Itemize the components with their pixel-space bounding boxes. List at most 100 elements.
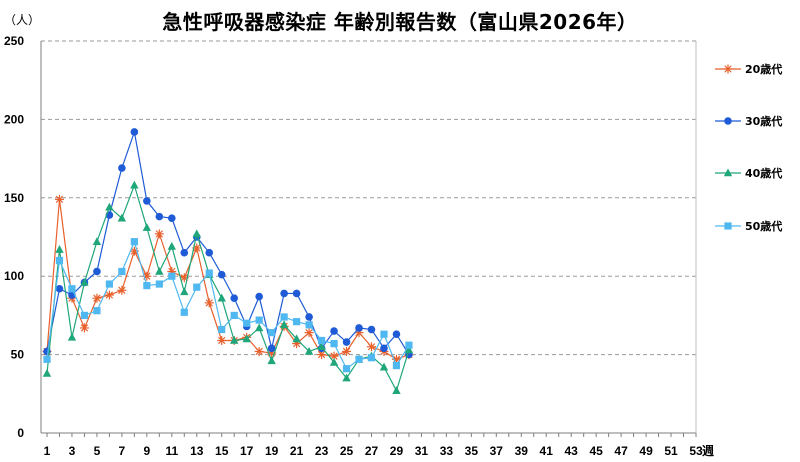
data-point xyxy=(93,307,101,315)
data-point xyxy=(192,229,201,238)
legend-label: 20歳代 xyxy=(745,62,782,76)
data-point xyxy=(255,292,263,301)
data-point xyxy=(380,344,388,353)
data-point xyxy=(54,194,64,204)
data-point xyxy=(355,324,363,332)
data-point xyxy=(204,298,214,308)
data-point xyxy=(367,342,376,352)
x-tick-label: 7 xyxy=(119,444,126,458)
x-tick-label: 21 xyxy=(290,444,304,458)
data-point xyxy=(367,354,376,362)
data-point xyxy=(155,280,163,288)
x-tick-label: 17 xyxy=(240,444,254,458)
data-point xyxy=(305,313,313,321)
x-tick-label: 5 xyxy=(94,444,101,458)
data-point xyxy=(342,346,352,356)
x-tick-label: 11 xyxy=(165,444,178,458)
y-tick-label: 0 xyxy=(17,426,24,440)
data-point xyxy=(317,336,326,345)
data-point xyxy=(168,272,176,280)
x-tick-label: 53 xyxy=(689,444,703,458)
data-point xyxy=(317,350,327,360)
data-point xyxy=(404,345,414,354)
data-point xyxy=(155,212,164,221)
data-point xyxy=(267,344,276,353)
x-tick-label: 1 xyxy=(44,444,51,458)
data-point xyxy=(217,293,226,302)
x-tick-label: 51 xyxy=(664,444,678,458)
data-point xyxy=(167,241,177,250)
legend-label: 40歳代 xyxy=(745,166,782,180)
data-point xyxy=(143,197,151,205)
x-tick-label: 49 xyxy=(639,444,653,458)
data-point xyxy=(79,323,89,333)
legend-marker xyxy=(724,222,732,230)
x-tick-label: 3 xyxy=(69,444,76,458)
y-axis-label: （人） xyxy=(4,13,40,27)
data-point xyxy=(92,293,102,303)
data-point xyxy=(130,238,138,246)
x-tick-label: 15 xyxy=(215,444,229,458)
gridlines xyxy=(41,40,696,356)
data-point xyxy=(180,287,189,296)
x-tick-label: 27 xyxy=(365,444,379,458)
data-point xyxy=(392,361,401,370)
data-point xyxy=(392,330,401,339)
data-point xyxy=(379,362,389,371)
data-point xyxy=(279,320,289,329)
data-point xyxy=(117,285,127,295)
data-point xyxy=(329,357,339,366)
legend-item: 40歳代 xyxy=(715,166,782,180)
data-point xyxy=(392,386,401,394)
y-tick-label: 100 xyxy=(4,269,24,283)
legend-marker xyxy=(723,168,733,177)
legend-marker xyxy=(724,117,732,125)
series-4 xyxy=(43,238,413,373)
data-point xyxy=(330,340,338,348)
data-point xyxy=(154,229,164,239)
data-point xyxy=(218,325,226,334)
legend-item: 20歳代 xyxy=(715,62,782,76)
x-tick-label: 43 xyxy=(565,444,579,458)
data-point xyxy=(292,334,301,343)
data-point xyxy=(118,267,126,276)
x-axis-label: 週 xyxy=(702,443,714,458)
data-point xyxy=(405,341,413,349)
x-tick-label: 25 xyxy=(340,444,354,458)
x-tick-label: 37 xyxy=(490,444,504,458)
data-point xyxy=(55,284,64,293)
data-point xyxy=(267,356,276,365)
data-point xyxy=(93,267,101,276)
x-tick-label: 9 xyxy=(144,444,151,458)
data-point xyxy=(67,332,77,341)
data-point xyxy=(242,334,251,343)
data-point xyxy=(355,355,363,363)
data-point xyxy=(342,373,351,382)
data-point xyxy=(280,313,288,321)
series-2 xyxy=(43,128,413,359)
series-3 xyxy=(42,180,414,394)
legend-label: 30歳代 xyxy=(745,114,782,128)
data-point xyxy=(330,327,338,335)
data-point xyxy=(243,319,251,327)
x-tick-label: 33 xyxy=(440,444,454,458)
data-point xyxy=(304,328,314,338)
data-point xyxy=(292,289,301,298)
data-point xyxy=(104,290,114,300)
data-point xyxy=(130,128,139,136)
data-point xyxy=(193,283,201,291)
data-point xyxy=(143,282,151,290)
data-point xyxy=(367,325,376,334)
data-point xyxy=(130,180,139,189)
data-point xyxy=(117,213,127,222)
data-point xyxy=(180,308,188,316)
data-point xyxy=(105,280,114,288)
x-tick-label: 47 xyxy=(614,444,628,458)
data-point xyxy=(254,323,264,332)
data-point xyxy=(268,329,276,337)
legend-item: 30歳代 xyxy=(715,114,782,128)
data-point xyxy=(205,269,213,277)
x-tick-label: 13 xyxy=(190,444,204,458)
x-tick-label: 41 xyxy=(540,444,554,458)
